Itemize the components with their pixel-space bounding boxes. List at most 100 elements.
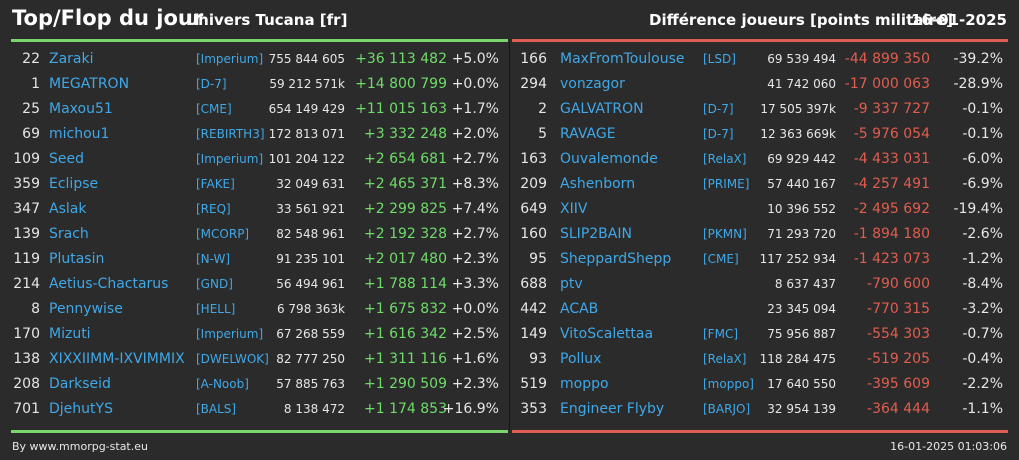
- alliance-tag-link[interactable]: [DWELWOK]: [196, 352, 269, 366]
- player-name-link[interactable]: Darkseid: [49, 376, 111, 392]
- player-name-link[interactable]: Aetius-Chactarus: [49, 276, 169, 292]
- player-points: 32 049 631: [276, 177, 345, 191]
- player-name-link[interactable]: SheppardShepp: [560, 251, 672, 267]
- alliance-tag-link[interactable]: [CME]: [196, 102, 232, 116]
- alliance-tag-link[interactable]: [D-7]: [703, 102, 734, 116]
- alliance-tag-link[interactable]: [N-W]: [196, 252, 231, 266]
- player-points: 118 284 475: [759, 352, 836, 366]
- player-name-link[interactable]: MaxFromToulouse: [560, 51, 685, 67]
- alliance-tag-link[interactable]: [PKMN]: [703, 227, 747, 241]
- player-name-link[interactable]: Plutasin: [49, 251, 105, 267]
- player-points: 69 929 442: [767, 152, 836, 166]
- alliance-tag-link[interactable]: [D-7]: [703, 127, 734, 141]
- alliance-tag-link[interactable]: [A-Noob]: [196, 377, 249, 391]
- player-name-link[interactable]: SLIP2BAIN: [560, 226, 632, 242]
- points-difference: +3 332 248: [364, 126, 447, 142]
- gainer-row: 139 Srach [MCORP] 82 548 961 +2 192 328 +2.7%: [0, 222, 508, 247]
- player-rank: 208: [13, 376, 40, 392]
- alliance-tag-link[interactable]: [Imperium]: [196, 327, 264, 341]
- alliance-tag-link[interactable]: [REQ]: [196, 202, 231, 216]
- player-name-link[interactable]: Seed: [49, 151, 84, 167]
- points-difference: +1 616 342: [364, 326, 447, 342]
- player-rank: 214: [13, 276, 40, 292]
- player-points: 117 252 934: [759, 252, 836, 266]
- player-name-link[interactable]: Aslak: [49, 201, 87, 217]
- alliance-tag-link[interactable]: [PRIME]: [703, 177, 750, 191]
- player-points: 56 494 961: [276, 277, 345, 291]
- alliance-tag-link[interactable]: [BARJO]: [703, 402, 751, 416]
- percent-change: +2.7%: [451, 151, 499, 167]
- alliance-tag-link[interactable]: [CME]: [703, 252, 739, 266]
- alliance-tag-link[interactable]: [FMC]: [703, 327, 738, 341]
- loser-row: 209 Ashenborn [PRIME] 57 440 167 -4 257 491 -…: [512, 172, 1012, 197]
- loser-row: 160 SLIP2BAIN [PKMN] 71 293 720 -1 894 180 -2…: [512, 222, 1012, 247]
- points-difference: +2 299 825: [364, 201, 447, 217]
- player-name-link[interactable]: DjehutYS: [49, 401, 113, 417]
- player-points: 82 777 250: [276, 352, 345, 366]
- points-difference: -1 894 180: [853, 226, 930, 242]
- player-name-link[interactable]: Ouvalemonde: [560, 151, 658, 167]
- gainer-row: 22 Zaraki [Imperium] 755 844 605 +36 113 482…: [0, 47, 508, 72]
- player-name-link[interactable]: ptv: [560, 276, 583, 292]
- player-points: 654 149 429: [268, 102, 345, 116]
- alliance-tag-link[interactable]: [HELL]: [196, 302, 236, 316]
- alliance-tag-link[interactable]: [RelaX]: [703, 152, 747, 166]
- player-name-link[interactable]: MEGATRON: [49, 76, 130, 92]
- alliance-tag-link[interactable]: [FAKE]: [196, 177, 235, 191]
- player-name-link[interactable]: Engineer Flyby: [560, 401, 665, 417]
- gainer-row: 208 Darkseid [A-Noob] 57 885 763 +1 290 509 +…: [0, 372, 508, 397]
- player-name-link[interactable]: Ashenborn: [560, 176, 636, 192]
- points-difference: -17 000 063: [844, 76, 930, 92]
- loser-row: 95 SheppardShepp [CME] 117 252 934 -1 423 07…: [512, 247, 1012, 272]
- player-name-link[interactable]: GALVATRON: [560, 101, 644, 117]
- alliance-tag-link[interactable]: [D-7]: [196, 77, 227, 91]
- alliance-tag-link[interactable]: [Imperium]: [196, 52, 264, 66]
- player-points: 33 561 921: [276, 202, 345, 216]
- footer-timestamp: 16-01-2025 01:03:06: [890, 440, 1007, 453]
- alliance-tag-link[interactable]: [Imperium]: [196, 152, 264, 166]
- player-name-link[interactable]: Pollux: [560, 351, 602, 367]
- percent-change: -2.2%: [962, 376, 1003, 392]
- player-name-link[interactable]: Maxou51: [49, 101, 113, 117]
- player-name-link[interactable]: vonzagor: [560, 76, 625, 92]
- player-rank: 69: [22, 126, 40, 142]
- player-rank: 209: [520, 176, 547, 192]
- player-name-link[interactable]: Srach: [49, 226, 89, 242]
- percent-change: +5.0%: [451, 51, 499, 67]
- alliance-tag-link[interactable]: [REBIRTH3]: [196, 127, 265, 141]
- loser-row: 93 Pollux [RelaX] 118 284 475 -519 205 -0.4%: [512, 347, 1012, 372]
- player-name-link[interactable]: Eclipse: [49, 176, 99, 192]
- loser-row: 688 ptv 8 637 437 -790 600 -8.4%: [512, 272, 1012, 297]
- player-name-link[interactable]: michou1: [49, 126, 110, 142]
- alliance-tag-link[interactable]: [LSD]: [703, 52, 736, 66]
- points-difference: -554 303: [867, 326, 930, 342]
- alliance-tag-link[interactable]: [GND]: [196, 277, 233, 291]
- player-rank: 8: [31, 301, 40, 317]
- player-name-link[interactable]: moppo: [560, 376, 609, 392]
- gainer-row: 347 Aslak [REQ] 33 561 921 +2 299 825 +7.4%: [0, 197, 508, 222]
- universe-label: Univers Tucana [fr]: [186, 11, 348, 29]
- player-name-link[interactable]: XIXXIIMM-IXVIMMIX: [49, 351, 185, 367]
- header-date: 16-01-2025: [911, 11, 1007, 29]
- points-difference: -364 444: [867, 401, 930, 417]
- player-name-link[interactable]: VitoScalettaa: [560, 326, 654, 342]
- player-points: 8 637 437: [774, 277, 836, 291]
- player-name-link[interactable]: Pennywise: [49, 301, 123, 317]
- player-name-link[interactable]: Zaraki: [49, 51, 94, 67]
- page-title: Top/Flop du jour: [12, 6, 204, 30]
- player-name-link[interactable]: XIIV: [560, 201, 588, 217]
- alliance-tag-link[interactable]: [BALS]: [196, 402, 237, 416]
- alliance-tag-link[interactable]: [RelaX]: [703, 352, 747, 366]
- gainer-row: 25 Maxou51 [CME] 654 149 429 +11 015 163 +1.7…: [0, 97, 508, 122]
- points-difference: -4 433 031: [853, 151, 930, 167]
- player-name-link[interactable]: RAVAGE: [560, 126, 616, 142]
- alliance-tag-link[interactable]: [moppo]: [703, 377, 754, 391]
- player-rank: 294: [520, 76, 547, 92]
- percent-change: -6.0%: [962, 151, 1003, 167]
- column-divider: [509, 42, 510, 430]
- player-name-link[interactable]: Mizuti: [49, 326, 91, 342]
- player-rank: 688: [520, 276, 547, 292]
- player-name-link[interactable]: ACAB: [560, 301, 599, 317]
- alliance-tag-link[interactable]: [MCORP]: [196, 227, 250, 241]
